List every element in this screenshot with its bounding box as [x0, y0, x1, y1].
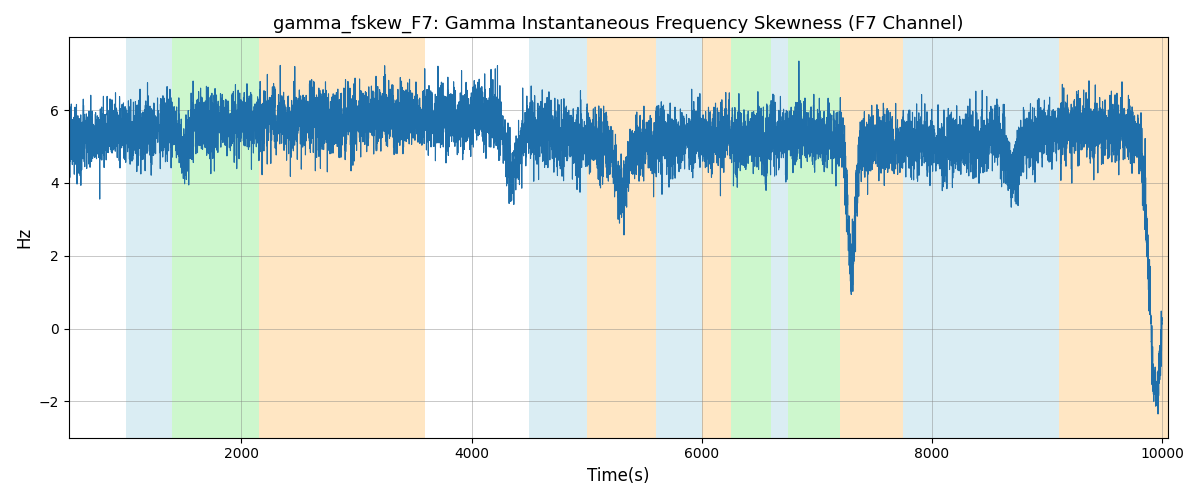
Bar [840, 38, 904, 438]
Title: gamma_fskew_F7: Gamma Instantaneous Frequency Skewness (F7 Channel): gamma_fskew_F7: Gamma Instantaneous Freq… [274, 15, 964, 34]
Bar [173, 38, 258, 438]
Bar [587, 38, 655, 438]
Bar [126, 38, 173, 438]
Bar [258, 38, 426, 438]
Bar [529, 38, 587, 438]
Bar [788, 38, 840, 438]
Bar [655, 38, 702, 438]
Bar [904, 38, 1058, 438]
Bar [702, 38, 731, 438]
Bar [770, 38, 788, 438]
Bar [731, 38, 770, 438]
Y-axis label: Hz: Hz [16, 227, 34, 248]
Bar [1058, 38, 1168, 438]
X-axis label: Time(s): Time(s) [587, 467, 649, 485]
